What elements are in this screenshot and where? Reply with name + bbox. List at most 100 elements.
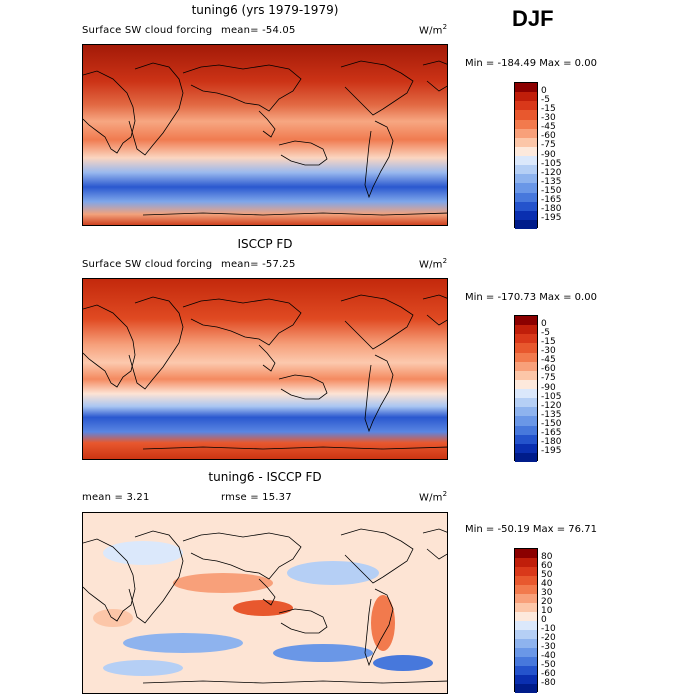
- colorbar-swatch: [515, 370, 537, 380]
- colorbar-swatch: [515, 325, 537, 335]
- panel-3-mean: mean = 3.21: [82, 492, 150, 503]
- colorbar-swatch: [515, 416, 537, 426]
- colorbar-tick-label: 0: [541, 85, 547, 96]
- colorbar-swatch: [515, 567, 537, 576]
- colorbar-swatch: [515, 361, 537, 371]
- colorbar-tick-label: -60: [541, 668, 556, 679]
- panel-2-coastlines: [83, 294, 447, 450]
- panel-3-title: tuning6 - ISCCP FD: [208, 470, 322, 484]
- colorbar-swatch: [515, 389, 537, 399]
- season-label: DJF: [512, 6, 554, 31]
- colorbar-tick-label: -45: [541, 355, 556, 366]
- colorbar-tick-label: -105: [541, 158, 562, 169]
- colorbar-tick-label: -75: [541, 140, 556, 151]
- colorbar-swatch: [515, 407, 537, 417]
- colorbar-tick-label: -90: [541, 382, 556, 393]
- colorbar-tick-label: -5: [541, 327, 550, 338]
- colorbar-tick-label: 0: [541, 614, 547, 625]
- colorbar-tick-label: 0: [541, 318, 547, 329]
- colorbar-tick-label: -120: [541, 167, 562, 178]
- colorbar-swatch: [515, 452, 537, 462]
- colorbar-tick-label: 60: [541, 560, 553, 571]
- colorbar-tick-label: 20: [541, 596, 553, 607]
- colorbar-swatch: [515, 630, 537, 639]
- panel-1-map: [82, 44, 448, 226]
- colorbar-tick-label: 40: [541, 578, 553, 589]
- panel-3-map: [82, 512, 448, 694]
- panel-3-colorbar: [514, 548, 538, 693]
- colorbar-tick-label: -135: [541, 409, 562, 420]
- colorbar-tick-label: -5: [541, 94, 550, 105]
- colorbar-tick-label: -60: [541, 364, 556, 375]
- colorbar-swatch: [515, 352, 537, 362]
- colorbar-tick-label: -90: [541, 149, 556, 160]
- colorbar-tick-label: -50: [541, 659, 556, 670]
- colorbar-swatch: [515, 146, 537, 156]
- colorbar-tick-label: -105: [541, 391, 562, 402]
- colorbar-tick-label: 50: [541, 569, 553, 580]
- colorbar-swatch: [515, 594, 537, 603]
- colorbar-swatch: [515, 210, 537, 220]
- colorbar-tick-label: -150: [541, 186, 562, 196]
- colorbar-swatch: [515, 621, 537, 630]
- colorbar-swatch: [515, 165, 537, 175]
- colorbar-tick-label: -10: [541, 623, 556, 634]
- panel-2-map: [82, 278, 448, 460]
- panel-2-variable: Surface SW cloud forcing: [82, 259, 213, 270]
- colorbar-swatch: [515, 666, 537, 675]
- panel-3-minmax: Min = -50.19 Max = 76.71: [465, 524, 597, 535]
- colorbar-swatch: [515, 192, 537, 202]
- colorbar-tick-label: -135: [541, 176, 562, 187]
- panel-2-units: W/m2: [419, 257, 448, 271]
- colorbar-swatch: [515, 585, 537, 594]
- colorbar-swatch: [515, 434, 537, 444]
- colorbar-swatch: [515, 137, 537, 147]
- colorbar-tick-label: -40: [541, 650, 556, 661]
- colorbar-swatch: [515, 398, 537, 408]
- panel-1-minmax: Min = -184.49 Max = 0.00: [465, 58, 597, 69]
- colorbar-tick-label: -15: [541, 103, 556, 114]
- panel-3-rmse: rmse = 15.37: [221, 492, 292, 503]
- colorbar-tick-label: -20: [541, 632, 556, 643]
- panel-1-variable: Surface SW cloud forcing: [82, 25, 213, 36]
- colorbar-tick-label: -120: [541, 400, 562, 411]
- panel-2-mean: mean= -57.25: [221, 259, 296, 270]
- colorbar-swatch: [515, 657, 537, 666]
- colorbar-tick-label: -30: [541, 113, 556, 123]
- colorbar-tick-label: -75: [541, 373, 556, 384]
- panel-2-colorbar: [514, 315, 538, 462]
- panel-1-coastlines: [83, 60, 447, 216]
- colorbar-swatch: [515, 119, 537, 129]
- colorbar-tick-label: -45: [541, 122, 556, 133]
- colorbar-swatch: [515, 92, 537, 102]
- colorbar-tick-label: -180: [541, 204, 562, 215]
- colorbar-tick-label: -30: [541, 346, 556, 356]
- colorbar-swatch: [515, 549, 537, 558]
- colorbar-swatch: [515, 443, 537, 453]
- colorbar-swatch: [515, 128, 537, 138]
- colorbar-tick-label: -30: [541, 641, 556, 652]
- colorbar-tick-label: -80: [541, 677, 556, 688]
- colorbar-swatch: [515, 576, 537, 585]
- colorbar-tick-label: -60: [541, 131, 556, 142]
- panel-1-field: [83, 45, 447, 225]
- colorbar-tick-label: 80: [541, 551, 553, 562]
- panel-3-units: W/m2: [419, 490, 448, 504]
- colorbar-swatch: [515, 219, 537, 229]
- colorbar-tick-label: -165: [541, 428, 562, 439]
- colorbar-tick-label: -15: [541, 336, 556, 347]
- panel-2-field: [83, 279, 447, 459]
- colorbar-tick-label: 30: [541, 587, 553, 598]
- panel-1-colorbar: [514, 82, 538, 229]
- colorbar-swatch: [515, 558, 537, 567]
- colorbar-swatch: [515, 684, 537, 693]
- panel-2-minmax: Min = -170.73 Max = 0.00: [465, 292, 597, 303]
- colorbar-tick-label: -150: [541, 419, 562, 429]
- colorbar-tick-label: -180: [541, 437, 562, 448]
- colorbar-swatch: [515, 334, 537, 344]
- colorbar-swatch: [515, 174, 537, 184]
- colorbar-swatch: [515, 612, 537, 621]
- colorbar-swatch: [515, 201, 537, 211]
- colorbar-swatch: [515, 675, 537, 684]
- colorbar-swatch: [515, 101, 537, 111]
